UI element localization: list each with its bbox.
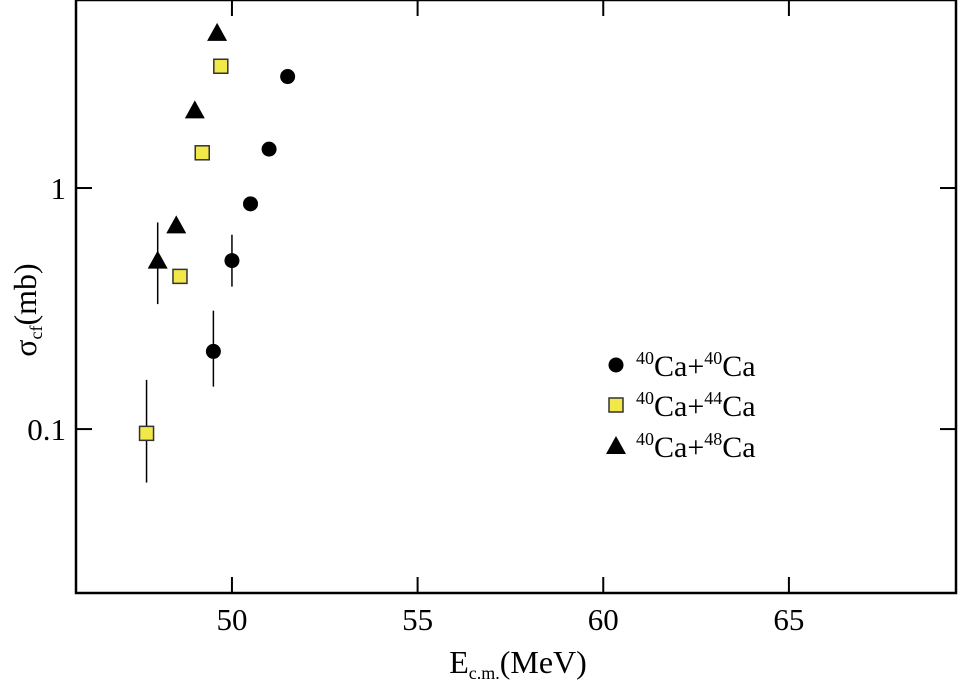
x-tick-label: 60	[588, 602, 619, 637]
y-tick-label: 0.1	[27, 412, 66, 447]
square-point	[213, 58, 229, 75]
tick-marks	[76, 0, 956, 593]
circle-point	[224, 253, 240, 269]
x-axis-title: Ec.m.(MeV)	[449, 644, 587, 683]
triangle-point	[207, 22, 228, 41]
legend: 40Ca+40Ca 40Ca+44Ca 40Ca+48Ca	[606, 348, 756, 464]
legend-marker-triangle	[606, 436, 626, 454]
legend-label: 40Ca+48Ca	[636, 429, 756, 464]
legend-marker-square	[608, 397, 624, 413]
y-axis-title: σcf(mb)	[7, 263, 46, 356]
legend-label: 40Ca+40Ca	[636, 348, 756, 383]
square-point	[172, 268, 188, 285]
square-point	[194, 145, 210, 161]
x-tick-labels: 50 55 60 65	[216, 602, 804, 637]
triangle-point	[166, 215, 187, 234]
data-points	[138, 22, 296, 442]
circle-point	[243, 196, 259, 212]
circle-point	[205, 343, 221, 359]
legend-marker-circle	[608, 357, 624, 373]
triangle-point	[147, 250, 168, 269]
square-point	[138, 425, 155, 442]
circle-point	[280, 69, 296, 85]
x-tick-label: 55	[402, 602, 433, 637]
legend-label: 40Ca+44Ca	[636, 388, 756, 423]
circle-point	[261, 141, 277, 157]
x-tick-label: 65	[773, 602, 804, 637]
y-tick-label: 1	[51, 171, 67, 206]
x-tick-label: 50	[216, 602, 247, 637]
triangle-point	[184, 100, 205, 119]
y-tick-labels: 0.1110100	[27, 171, 67, 447]
plot-frame	[74, 0, 958, 595]
